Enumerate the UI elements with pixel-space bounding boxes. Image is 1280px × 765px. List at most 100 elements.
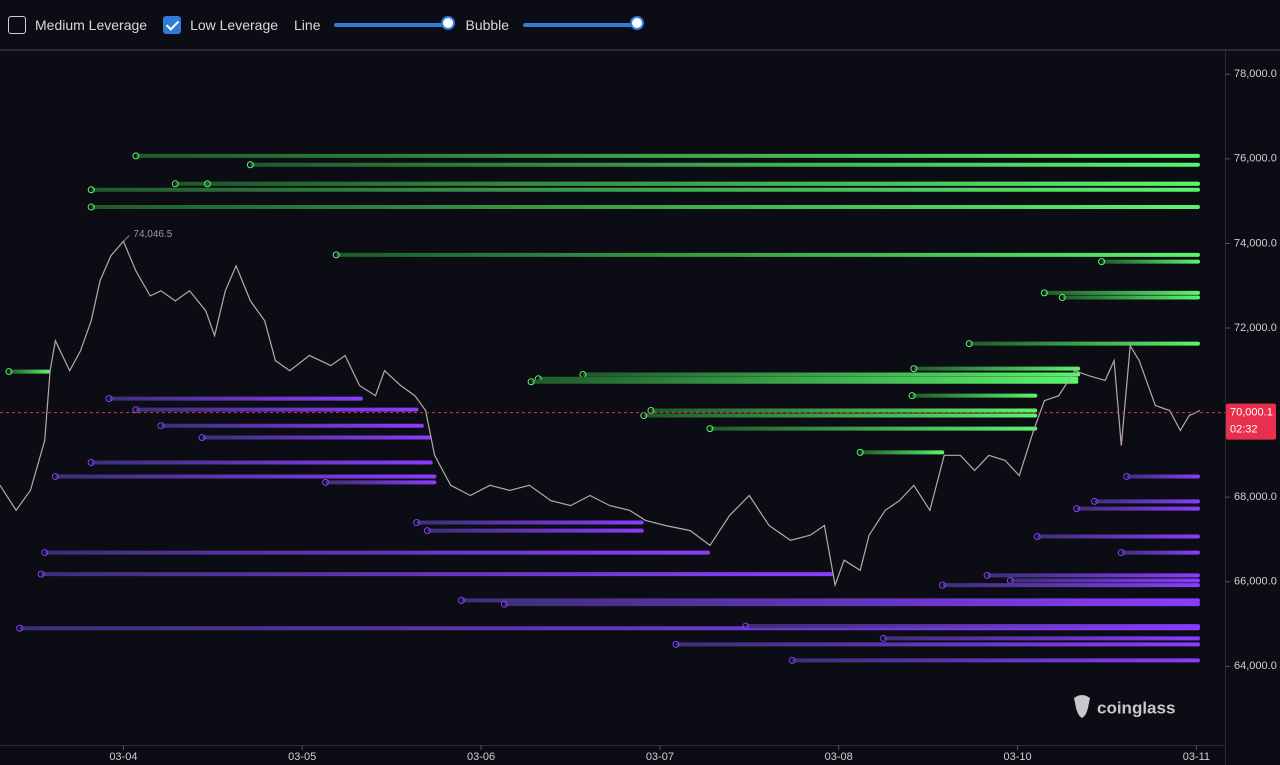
short-liquidation-level xyxy=(582,372,1081,377)
watermark xyxy=(1074,695,1090,718)
y-tick-label: 74,000.0 xyxy=(1234,237,1277,249)
short-liquidation-level xyxy=(207,181,1200,186)
short-liquidation-level xyxy=(531,379,1079,384)
slider[interactable] xyxy=(523,15,645,30)
x-tick-label: 03-10 xyxy=(1003,751,1031,763)
long-liquidation-level xyxy=(427,528,644,533)
short-liquidation-level xyxy=(91,205,1200,210)
y-tick-label: 76,000.0 xyxy=(1234,153,1277,165)
checkbox-label[interactable]: Medium Leverage xyxy=(35,16,148,33)
long-liquidation-level xyxy=(160,423,424,428)
level-start xyxy=(1098,258,1106,266)
long-liquidation-level xyxy=(1094,499,1200,504)
level-start xyxy=(246,161,254,169)
long-liquidation-level xyxy=(883,636,1200,641)
watermark-text: coinglass xyxy=(1097,698,1175,717)
level-start xyxy=(500,600,508,608)
x-tick-label: 03-04 xyxy=(109,751,137,763)
level-start xyxy=(1073,505,1081,513)
long-liquidation-level xyxy=(745,624,1200,629)
level-start xyxy=(1117,549,1125,557)
x-tick-label: 03-11 xyxy=(1183,751,1210,763)
long-liquidation-level xyxy=(416,520,644,525)
level-start xyxy=(203,180,211,188)
level-start xyxy=(198,434,206,442)
long-liquidation-level xyxy=(792,658,1200,663)
short-liquidation-level xyxy=(650,408,1038,413)
level-start xyxy=(132,152,140,160)
level-start xyxy=(788,656,796,664)
y-tick-label: 72,000.0 xyxy=(1234,322,1277,334)
level-start xyxy=(1123,472,1131,480)
level-start xyxy=(157,422,165,430)
level-start xyxy=(647,406,655,414)
level-start xyxy=(910,365,918,373)
long-liquidation-level xyxy=(109,396,364,401)
long-liquidation-level xyxy=(91,460,433,465)
short-liquidation-level xyxy=(912,393,1038,398)
long-liquidation-level xyxy=(41,572,834,577)
high-label: 74,046.5 xyxy=(133,229,172,240)
long-liquidation-level xyxy=(987,573,1200,578)
slider[interactable] xyxy=(334,15,456,30)
short-liquidation-level xyxy=(250,162,1200,167)
level-start xyxy=(41,549,49,557)
long-liquidation-level xyxy=(1010,578,1200,583)
long-liquidation-level xyxy=(461,598,1200,603)
level-start xyxy=(132,406,140,414)
level-start xyxy=(321,478,329,486)
short-liquidation-level xyxy=(643,413,1038,418)
slider-label: Bubble xyxy=(465,16,510,33)
short-liquidation-level xyxy=(1062,295,1200,300)
y-tick-label: 78,000.0 xyxy=(1234,68,1277,80)
level-start xyxy=(742,622,750,630)
checkbox[interactable] xyxy=(163,15,182,34)
short-liquidation-level xyxy=(1044,290,1200,295)
level-start xyxy=(1033,533,1041,541)
long-liquidation-level xyxy=(44,550,710,555)
short-liquidation-level xyxy=(1101,259,1200,264)
last-price-box xyxy=(1226,403,1276,440)
short-liquidation-level xyxy=(913,366,1081,371)
level-start xyxy=(332,251,340,259)
level-start xyxy=(87,458,95,466)
level-start xyxy=(965,340,973,348)
level-start xyxy=(706,425,714,433)
y-tick-label: 68,000.0 xyxy=(1234,491,1277,503)
short-liquidation-level xyxy=(135,153,1200,158)
level-start xyxy=(51,472,59,480)
level-start xyxy=(1090,497,1098,505)
long-liquidation-level xyxy=(942,583,1200,588)
short-liquidation-level xyxy=(8,369,51,374)
long-liquidation-level xyxy=(1126,474,1200,479)
high-marker xyxy=(123,235,130,242)
level-start xyxy=(413,519,421,527)
level-start xyxy=(527,378,535,386)
level-start xyxy=(938,581,946,589)
x-tick-label: 03-05 xyxy=(288,751,316,763)
y-tick-label: 66,000.0 xyxy=(1234,576,1277,588)
level-start xyxy=(87,203,95,211)
level-start xyxy=(423,527,431,535)
short-liquidation-level xyxy=(336,252,1200,257)
level-start xyxy=(37,570,45,578)
long-liquidation-level xyxy=(675,642,1200,647)
long-liquidation-level xyxy=(504,602,1200,607)
level-start xyxy=(1058,294,1066,302)
short-liquidation-level xyxy=(969,341,1200,346)
long-liquidation-level xyxy=(1121,550,1200,555)
checkbox[interactable] xyxy=(8,15,26,34)
toolbar: Medium Leverage Low Leverage Line Bubble xyxy=(0,0,1280,50)
short-liquidation-level xyxy=(860,450,945,455)
x-tick-label: 03-07 xyxy=(646,751,674,763)
slider-label: Line xyxy=(294,16,321,33)
price-line xyxy=(0,240,1201,588)
short-liquidation-level xyxy=(91,187,1200,192)
checkbox-label[interactable]: Low Leverage xyxy=(190,16,279,33)
level-start xyxy=(457,596,465,604)
level-start xyxy=(983,571,991,579)
level-start xyxy=(105,395,113,403)
level-start xyxy=(171,180,179,188)
